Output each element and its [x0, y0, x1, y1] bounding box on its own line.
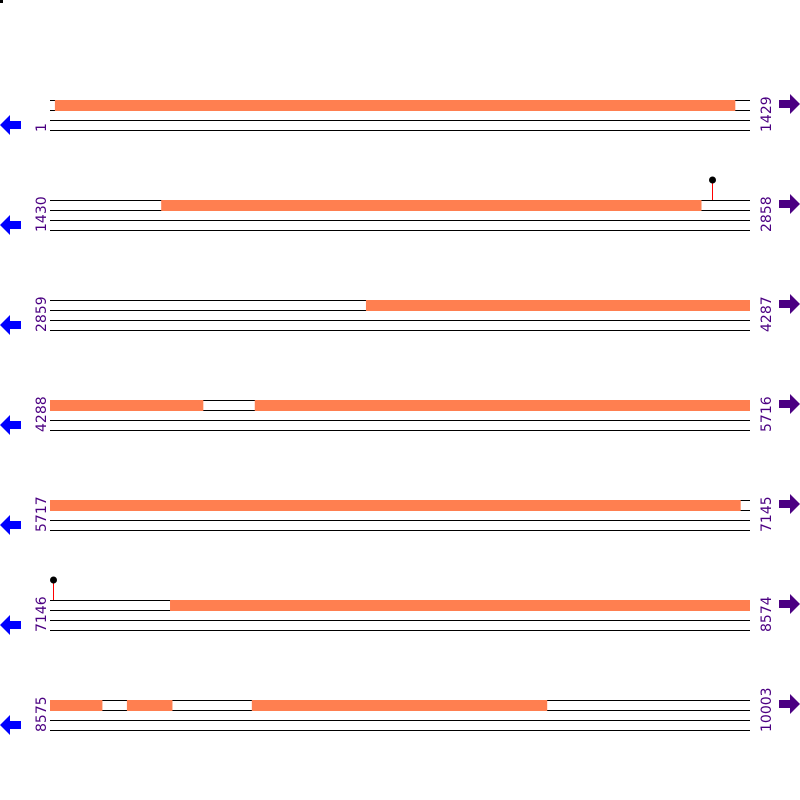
arrow-left-icon[interactable] — [0, 515, 21, 535]
feature-bar[interactable] — [254, 400, 750, 411]
arrow-right-icon[interactable] — [779, 594, 800, 614]
pin-head[interactable] — [50, 576, 57, 584]
arrow-left-icon[interactable] — [0, 315, 21, 335]
feature-bar[interactable] — [251, 700, 548, 711]
feature-bar[interactable] — [126, 700, 173, 711]
feature-bar[interactable] — [50, 400, 204, 411]
feature-bar[interactable] — [50, 500, 741, 511]
row-end-label: 10003 — [759, 687, 775, 732]
arrow-left-icon[interactable] — [0, 615, 21, 635]
row-start-label: 8575 — [34, 696, 50, 732]
arrow-left-icon[interactable] — [0, 215, 21, 235]
feature-bar[interactable] — [50, 700, 103, 711]
row-end-label: 1429 — [759, 96, 775, 132]
row-start-label: 2859 — [34, 296, 50, 332]
row-start-label: 4288 — [34, 396, 50, 432]
arrow-right-icon[interactable] — [779, 694, 800, 714]
feature-bar[interactable] — [54, 100, 736, 111]
row-end-label: 2858 — [759, 196, 775, 232]
feature-bar[interactable] — [170, 600, 751, 611]
arrow-right-icon[interactable] — [779, 494, 800, 514]
row-end-label: 5716 — [759, 396, 775, 432]
feature-bar[interactable] — [161, 200, 702, 211]
row-end-label: 8574 — [759, 596, 775, 632]
row-start-label: 5717 — [34, 496, 50, 532]
arrow-left-icon[interactable] — [0, 115, 21, 135]
row-start-label: 1430 — [34, 196, 50, 232]
arrow-right-icon[interactable] — [779, 294, 800, 314]
corner-dot — [0, 0, 3, 3]
row-start-label: 1 — [34, 123, 50, 132]
arrow-right-icon[interactable] — [779, 94, 800, 114]
arrow-right-icon[interactable] — [779, 194, 800, 214]
pin-head[interactable] — [709, 176, 716, 184]
row-end-label: 7145 — [759, 496, 775, 532]
arrow-left-icon[interactable] — [0, 715, 21, 735]
row-start-label: 7146 — [34, 596, 50, 632]
arrow-left-icon[interactable] — [0, 415, 21, 435]
feature-bar[interactable] — [365, 300, 750, 311]
arrow-right-icon[interactable] — [779, 394, 800, 414]
row-end-label: 4287 — [759, 296, 775, 332]
